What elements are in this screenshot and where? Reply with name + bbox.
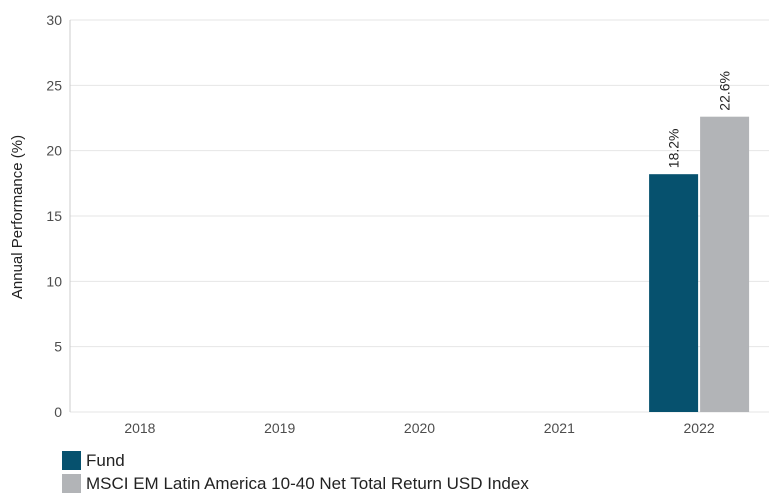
data-label-2022-series-1: 22.6% <box>717 71 733 111</box>
y-axis-title: Annual Performance (%) <box>9 135 26 299</box>
y-tick-label: 5 <box>54 339 62 355</box>
x-tick-label: 2018 <box>124 420 155 436</box>
y-tick-label: 25 <box>46 77 62 93</box>
x-tick-label: 2020 <box>404 420 435 436</box>
y-tick-label: 10 <box>46 273 62 289</box>
x-axis-tick-labels: 2018 2019 2020 2021 2022 <box>124 420 715 436</box>
y-tick-label: 0 <box>54 404 62 420</box>
data-label-2022-series-0: 18.2% <box>666 128 682 168</box>
bar-2022-series-0 <box>649 174 699 412</box>
x-tick-label: 2021 <box>544 420 575 436</box>
x-tick-label: 2022 <box>684 420 715 436</box>
legend-label-index: MSCI EM Latin America 10-40 Net Total Re… <box>86 473 529 493</box>
y-tick-label: 15 <box>46 208 62 224</box>
legend-label-fund: Fund <box>86 450 125 470</box>
legend: Fund MSCI EM Latin America 10-40 Net Tot… <box>62 449 529 495</box>
y-tick-label: 20 <box>46 143 62 159</box>
gridlines <box>69 19 769 413</box>
bars <box>649 116 750 413</box>
legend-swatch-fund <box>62 451 81 470</box>
legend-swatch-index <box>62 474 81 493</box>
legend-item-fund: Fund <box>62 449 529 472</box>
data-labels: 18.2% 22.6% <box>666 71 733 168</box>
legend-item-index: MSCI EM Latin America 10-40 Net Total Re… <box>62 472 529 495</box>
y-tick-label: 30 <box>46 12 62 28</box>
x-tick-label: 2019 <box>264 420 295 436</box>
y-axis-tick-labels: 0 5 10 15 20 25 30 <box>46 12 62 420</box>
bar-2022-series-1 <box>700 116 750 413</box>
